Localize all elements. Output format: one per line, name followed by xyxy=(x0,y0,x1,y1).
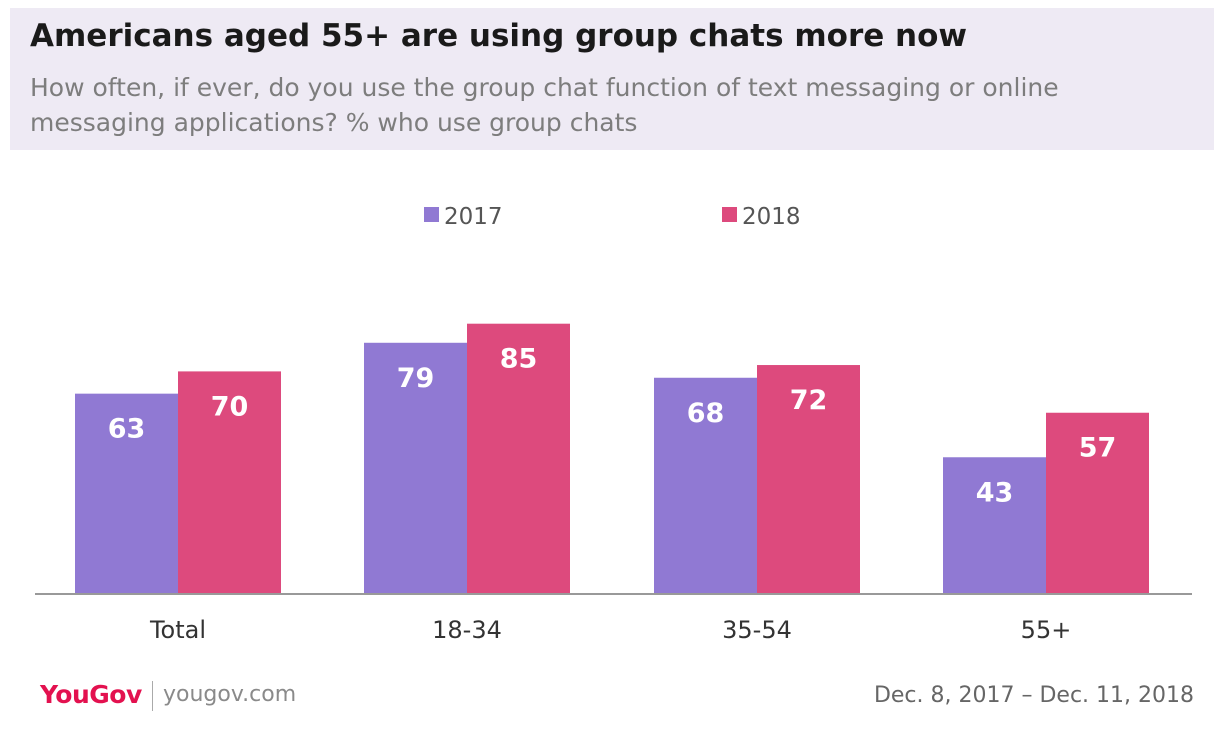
yougov-logo: YouGov xyxy=(40,680,142,709)
legend-label-2018: 2018 xyxy=(742,204,801,230)
bar-35-54-2017 xyxy=(654,377,757,594)
bar-55+-2017 xyxy=(943,457,1046,594)
data-label-35-54-2018: 72 xyxy=(790,385,828,416)
legend-label-2017: 2017 xyxy=(444,204,503,230)
bar-18-34-2018 xyxy=(467,323,570,594)
data-label-18-34-2018: 85 xyxy=(500,344,538,375)
legend-swatch-2017 xyxy=(424,207,439,222)
bar-Total-2018 xyxy=(178,371,281,594)
legend-swatch-2018 xyxy=(722,207,737,222)
x-tick-label: 18-34 xyxy=(432,616,502,644)
x-tick-label: Total xyxy=(149,616,206,644)
bar-Total-2017 xyxy=(75,393,178,594)
data-label-55+-2018: 57 xyxy=(1079,433,1117,464)
data-label-18-34-2017: 79 xyxy=(397,363,435,394)
bar-18-34-2017 xyxy=(364,342,467,594)
chart-subtitle: How often, if ever, do you use the group… xyxy=(30,73,1059,137)
footer-site-link[interactable]: yougov.com xyxy=(163,682,297,707)
x-tick-label: 55+ xyxy=(1021,616,1072,644)
data-label-55+-2017: 43 xyxy=(976,477,1014,508)
header-panel: Americans aged 55+ are using group chats… xyxy=(10,8,1214,150)
data-label-Total-2018: 70 xyxy=(211,391,249,422)
footer-divider xyxy=(152,681,153,711)
data-label-Total-2017: 63 xyxy=(108,414,146,445)
chart-title: Americans aged 55+ are using group chats… xyxy=(30,18,968,54)
data-label-35-54-2017: 68 xyxy=(687,398,725,429)
x-tick-label: 35-54 xyxy=(722,616,792,644)
bar-35-54-2018 xyxy=(757,365,860,594)
date-range: Dec. 8, 2017 – Dec. 11, 2018 xyxy=(873,683,1194,708)
bar-55+-2018 xyxy=(1046,412,1149,594)
